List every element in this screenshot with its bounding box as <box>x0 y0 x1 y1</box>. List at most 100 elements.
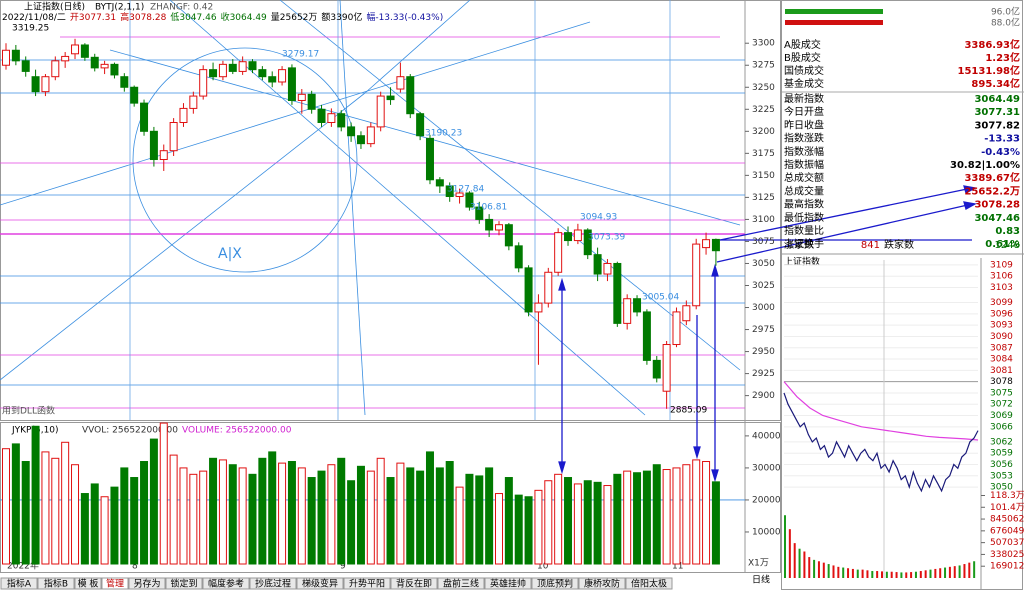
intraday-volume <box>925 570 927 578</box>
candle-body <box>62 56 69 60</box>
tab-label[interactable]: 梯级变异 <box>302 578 338 590</box>
candle-body <box>693 244 700 306</box>
volume-bar <box>328 465 335 564</box>
volume-bar <box>594 482 601 564</box>
candle-body <box>160 151 167 160</box>
candle-body <box>239 62 246 72</box>
intraday-volume <box>794 543 796 578</box>
intraday-volume <box>973 561 975 578</box>
volume-bar <box>565 478 572 564</box>
volume-bar <box>525 497 532 564</box>
tab-label[interactable]: 升势平阳 <box>349 578 385 590</box>
tab-label[interactable]: 康桥攻防 <box>584 578 620 590</box>
intraday-volume <box>871 571 873 578</box>
price-label: 3127.84 <box>447 185 484 195</box>
intraday-volume <box>847 568 849 578</box>
intraday-volume <box>900 572 902 578</box>
candle-body <box>624 299 631 324</box>
volume-bar <box>456 487 463 564</box>
intraday-volume <box>896 572 898 578</box>
volume-bar <box>72 465 79 564</box>
intraday-volume <box>837 567 839 578</box>
y-tick-label: 3275 <box>752 61 775 71</box>
volume-bar <box>279 463 286 564</box>
candle-body <box>348 127 355 136</box>
intraday-volume <box>944 568 946 578</box>
tab-label[interactable]: 指标A <box>7 578 32 590</box>
volume-bar <box>288 462 295 564</box>
candle-body <box>12 50 19 61</box>
quote-label: 总成交量 <box>784 184 824 197</box>
candle-body <box>594 255 601 274</box>
price-label: 3279.17 <box>282 50 319 60</box>
volume-bar <box>367 471 374 564</box>
candle-body <box>535 303 542 312</box>
volume-bar <box>170 455 177 564</box>
volume-bar <box>32 426 39 564</box>
volume-bar <box>486 468 493 564</box>
chart-title: 上证指数(日线) <box>24 1 85 13</box>
quote-value: 1.23亿 <box>985 51 1020 64</box>
y-tick-label: 3075 <box>752 237 775 247</box>
y-tick-label: 3000 <box>752 303 775 313</box>
tab-label[interactable]: 顶底预判 <box>537 578 573 590</box>
vol-tick-label: 101.4万 <box>990 503 1024 513</box>
candle-body <box>496 225 503 230</box>
y-tick-label: 3103 <box>990 283 1013 293</box>
intraday-volume <box>813 560 815 578</box>
candle-body <box>81 45 88 57</box>
tab-label[interactable]: 抄底过程 <box>255 578 291 590</box>
quote-value: 3078.28 <box>974 200 1020 211</box>
y-tick-label: 2975 <box>752 325 775 335</box>
tab-label[interactable]: 英雄挂帅 <box>490 578 526 590</box>
intraday-volume <box>857 570 859 578</box>
quote-label: 指数振幅 <box>784 158 824 171</box>
quote-value: 3077.31 <box>974 107 1020 118</box>
tab-label[interactable]: 幅度参考 <box>208 578 244 590</box>
volume-bar <box>515 495 522 564</box>
candle-body <box>91 57 98 68</box>
price-label: 3190.23 <box>425 129 462 139</box>
info-item: 幅-13.33(-0.43%) <box>366 11 443 23</box>
candle-body <box>545 272 552 303</box>
volume-bar <box>200 471 207 564</box>
candle-body <box>141 103 148 131</box>
volume-bar <box>81 494 88 564</box>
tab-label[interactable]: 另存为 <box>133 578 160 590</box>
tab-label[interactable]: 背反在即 <box>396 578 432 590</box>
tab-label[interactable]: 倍阳太极 <box>631 578 667 590</box>
info-item: 量25652万 <box>271 12 318 23</box>
quote-label: 基金成交 <box>784 77 824 90</box>
intraday-volume <box>828 564 830 578</box>
volume-bar <box>417 471 424 564</box>
y-tick-label: 3059 <box>990 449 1013 459</box>
y-tick-label: 3062 <box>990 437 1013 447</box>
volume-bar <box>703 462 710 564</box>
candle-body <box>486 219 493 230</box>
y-tick-label: 3078 <box>990 377 1013 387</box>
volume-bar <box>42 452 49 564</box>
volume-bar <box>101 497 108 564</box>
y-tick-label: 3300 <box>752 39 775 49</box>
candle-body <box>170 123 177 151</box>
candle-body <box>111 64 118 75</box>
candle-body <box>634 299 641 312</box>
candle-body <box>52 61 59 77</box>
intraday-volume <box>910 572 912 578</box>
intraday-title: 上证指数 <box>784 256 820 268</box>
tab-label[interactable]: 盘前三线 <box>443 578 479 590</box>
vol-tick-label: 507037 <box>990 538 1024 548</box>
volume-bar <box>673 468 680 564</box>
tab-label[interactable]: 锁定到 <box>170 578 197 590</box>
info-item: 收3064.49 <box>221 11 267 23</box>
candle-body <box>328 114 335 123</box>
quote-label: 国债成交 <box>784 64 824 77</box>
bar-label: 96.0亿 <box>991 6 1020 18</box>
candle-body <box>150 131 157 159</box>
tab-label[interactable]: 模 板 <box>78 578 99 590</box>
tab-label[interactable]: 管理 <box>106 578 124 590</box>
y-tick-label: 3250 <box>752 83 775 93</box>
tab-label[interactable]: 指标B <box>44 578 68 590</box>
candle-body <box>131 87 138 103</box>
